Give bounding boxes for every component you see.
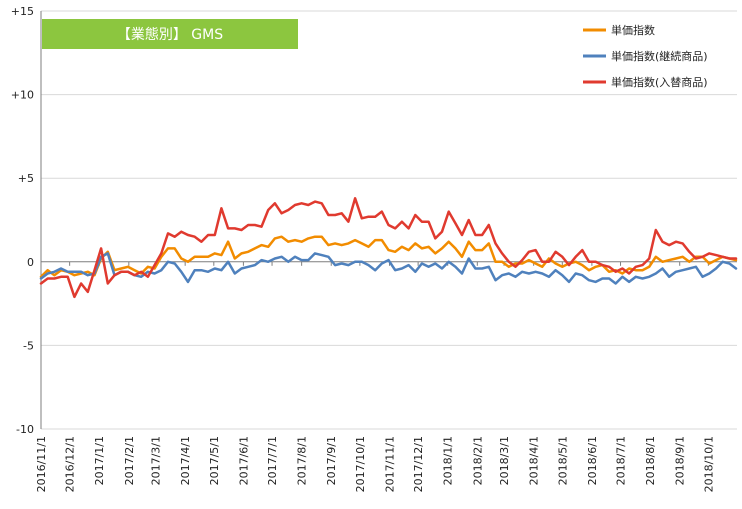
x-tick-label: 2017/1/1 xyxy=(93,436,106,485)
x-tick-label: 2016/12/1 xyxy=(64,436,77,492)
x-tick-label: 2018/4/1 xyxy=(528,436,541,485)
x-tick-label: 2018/10/1 xyxy=(702,436,715,492)
series-line xyxy=(39,252,738,285)
series-lines xyxy=(39,197,738,299)
x-tick-label: 2017/10/1 xyxy=(354,436,367,492)
x-tick-label: 2017/8/1 xyxy=(296,436,309,485)
x-tick-label: 2018/6/1 xyxy=(586,436,599,485)
x-tick-label: 2018/3/1 xyxy=(498,436,511,485)
y-tick-label: -5 xyxy=(23,339,34,352)
legend-label: 単価指数(継続商品) xyxy=(611,49,708,63)
x-tick-label: 2018/9/1 xyxy=(674,436,687,485)
x-tick-label: 2018/8/1 xyxy=(644,436,657,485)
x-tick-label: 2018/2/1 xyxy=(471,436,484,485)
y-tick-label: +5 xyxy=(18,172,34,185)
series-line xyxy=(39,235,738,279)
x-tick-label: 2017/11/1 xyxy=(383,436,396,492)
x-tick-label: 2018/7/1 xyxy=(615,436,628,485)
series-line xyxy=(39,197,738,299)
x-tick-label: 2017/5/1 xyxy=(208,436,221,485)
legend-label: 単価指数 xyxy=(611,23,655,37)
y-tick-label: -10 xyxy=(16,423,34,436)
x-tick-label: 2018/1/1 xyxy=(442,436,455,485)
x-tick-label: 2018/5/1 xyxy=(556,436,569,485)
x-tick-label: 2017/7/1 xyxy=(266,436,279,485)
y-tick-label: 0 xyxy=(27,256,34,269)
x-tick-label: 2017/9/1 xyxy=(325,436,338,485)
x-tick-label: 2016/11/1 xyxy=(35,436,48,492)
legend-label: 単価指数(入替商品) xyxy=(611,75,708,89)
chart-title-background xyxy=(42,19,298,49)
x-tick-label: 2017/2/1 xyxy=(123,436,136,485)
x-tick-label: 2017/12/1 xyxy=(412,436,425,492)
y-tick-label: +10 xyxy=(11,89,34,102)
x-tick-label: 2017/6/1 xyxy=(237,436,250,485)
gridlines xyxy=(41,10,737,430)
x-tick-label: 2017/3/1 xyxy=(150,436,163,485)
y-tick-label: +15 xyxy=(11,5,34,18)
chart-title-box: 【業態別】 GMS xyxy=(42,19,298,49)
x-tick-label: 2017/4/1 xyxy=(179,436,192,485)
chart-title: 【業態別】 GMS xyxy=(117,27,223,43)
